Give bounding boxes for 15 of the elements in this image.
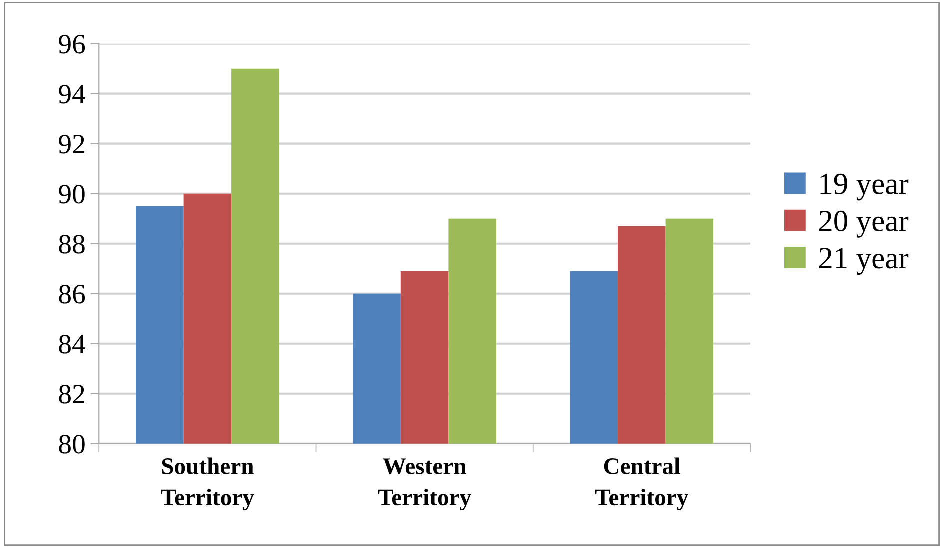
y-tick-label: 88	[59, 235, 85, 254]
x-tick-label: Western Territory	[378, 458, 472, 510]
x-tick-label: Central Territory	[596, 458, 688, 510]
y-tick-label: 94	[59, 85, 86, 104]
y-tick-label: 84	[59, 335, 86, 354]
y-tick-label: 82	[59, 385, 84, 404]
legend-label: 19 year	[820, 174, 909, 201]
y-tick-label: 96	[59, 35, 86, 54]
y-tick-label: 90	[59, 185, 85, 204]
y-tick-label: 92	[59, 135, 84, 154]
y-tick-label: 86	[59, 285, 86, 304]
y-tick-label: 80	[59, 435, 85, 454]
legend-label: 21 year	[819, 248, 909, 275]
legend-label: 20 year	[819, 210, 909, 238]
x-tick-label: Southern Territory	[161, 458, 254, 510]
